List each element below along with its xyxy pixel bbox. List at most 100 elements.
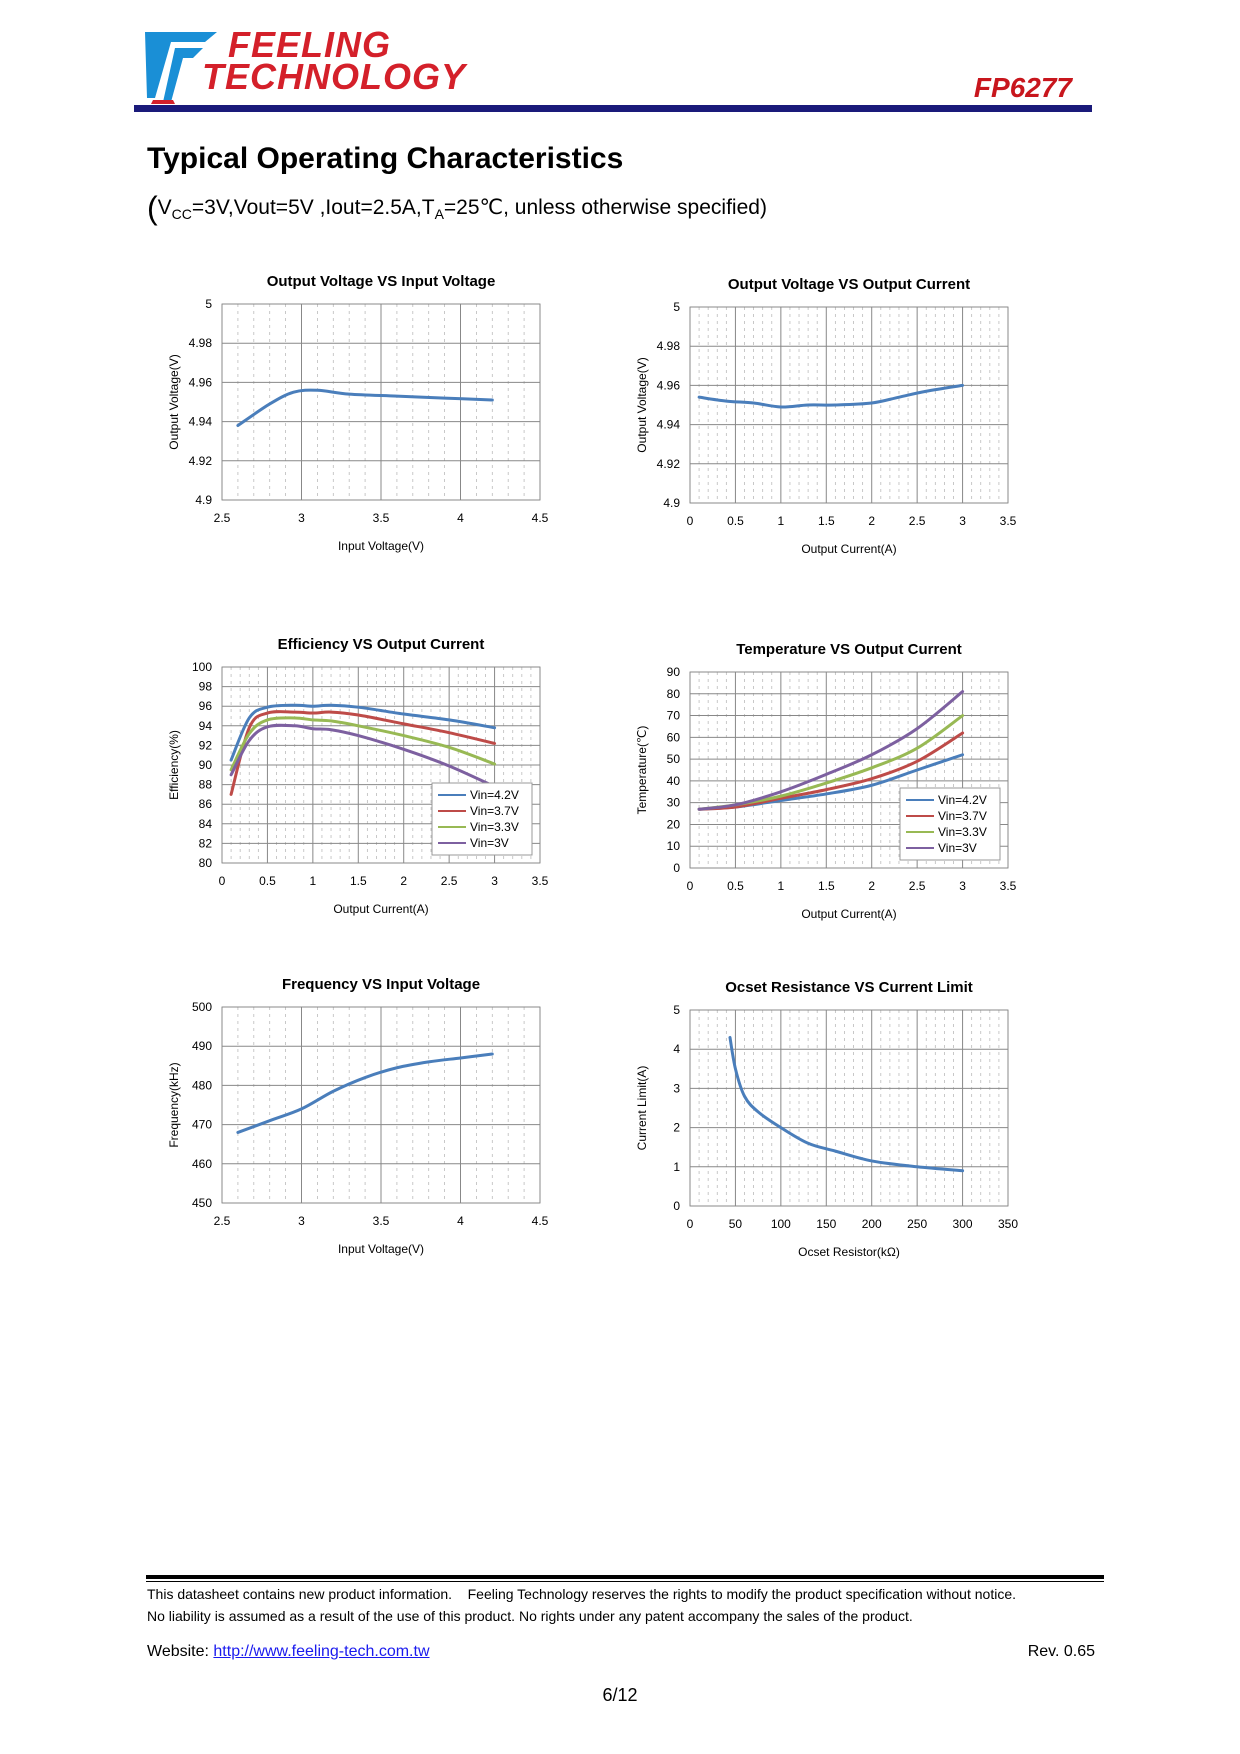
- y-tick-label: 4.92: [189, 454, 213, 468]
- y-axis-label: Frequency(kHz): [167, 1062, 181, 1147]
- y-tick-label: 4.92: [657, 457, 681, 471]
- x-tick-label: 350: [998, 1217, 1018, 1231]
- x-tick-label: 100: [771, 1217, 791, 1231]
- x-tick-label: 1: [778, 514, 785, 528]
- series-line-vin-3-3v: [229, 716, 497, 772]
- logo-text-technology: TECHNOLOGY: [202, 56, 467, 97]
- x-tick-label: 3: [959, 514, 966, 528]
- x-tick-label: 3: [298, 511, 305, 525]
- x-tick-label: 50: [729, 1217, 743, 1231]
- x-tick-label: 2.5: [441, 874, 458, 888]
- x-tick-label: 0.5: [727, 514, 744, 528]
- chart-title: Ocset Resistance VS Current Limit: [725, 979, 973, 996]
- y-tick-label: 470: [192, 1118, 212, 1132]
- chart-output-voltage-vs-output-current: Output Voltage VS Output Current 0 0.5 1 1.5…: [635, 276, 1017, 556]
- x-tick-label: 0: [687, 514, 694, 528]
- y-tick-label: 84: [199, 817, 213, 831]
- y-tick-label: 5: [673, 300, 680, 314]
- y-tick-label: 80: [199, 856, 213, 870]
- website-link[interactable]: http://www.feeling-tech.com.tw: [213, 1643, 430, 1660]
- y-tick-label: 30: [667, 796, 681, 810]
- chart-output-voltage-vs-input-voltage: Output Voltage VS Input Voltage 2.5 3 3.5 4 4…: [167, 273, 549, 553]
- footer-website: Website: http://www.feeling-tech.com.tw: [147, 1643, 430, 1660]
- x-tick-label: 0.5: [727, 879, 744, 893]
- series-line-vin-3v: [697, 690, 965, 811]
- chart-title: Output Voltage VS Output Current: [728, 276, 970, 293]
- series-line-vin-3-7v: [229, 710, 497, 796]
- y-tick-label: 94: [199, 719, 213, 733]
- y-axis-label: Temperature(℃): [635, 726, 649, 815]
- revision-label: Rev. 0.65: [1027, 1643, 1095, 1660]
- x-tick-label: 4: [457, 511, 464, 525]
- x-tick-label: 0.5: [259, 874, 276, 888]
- page-number: 6/12: [602, 1685, 638, 1705]
- header-rule: [134, 105, 1092, 112]
- y-tick-label: 4.94: [657, 418, 681, 432]
- x-axis-label: Input Voltage(V): [338, 539, 424, 553]
- y-tick-label: 80: [667, 687, 681, 701]
- x-axis-label: Input Voltage(V): [338, 1242, 424, 1256]
- y-tick-label: 4.98: [657, 339, 681, 353]
- x-tick-label: 3.5: [373, 511, 390, 525]
- y-tick-label: 480: [192, 1078, 212, 1092]
- logo-text-feeling: FEELING: [228, 24, 392, 65]
- plot-area: [689, 1009, 1009, 1207]
- legend-label: Vin=3V: [470, 836, 509, 850]
- legend-label: Vin=3.3V: [938, 825, 987, 839]
- series-line-vin-3v: [229, 723, 497, 789]
- x-tick-label: 3: [298, 1214, 305, 1228]
- y-tick-label: 450: [192, 1196, 212, 1210]
- x-tick-label: 3.5: [1000, 879, 1017, 893]
- x-tick-label: 1.5: [818, 879, 835, 893]
- x-tick-label: 2.5: [909, 879, 926, 893]
- x-tick-label: 2.5: [214, 511, 231, 525]
- x-tick-label: 1.5: [818, 514, 835, 528]
- x-tick-label: 250: [907, 1217, 927, 1231]
- y-tick-label: 3: [673, 1081, 680, 1095]
- y-tick-label: 4.96: [657, 378, 681, 392]
- test-conditions: (VCC=3V,Vout=5V ,Iout=2.5A,TA=25℃, unles…: [147, 190, 767, 226]
- x-axis-label: Output Current(A): [801, 907, 896, 921]
- x-tick-label: 4.5: [532, 511, 549, 525]
- x-tick-label: 300: [953, 1217, 973, 1231]
- y-tick-label: 500: [192, 1000, 212, 1014]
- x-tick-label: 2.5: [909, 514, 926, 528]
- x-tick-label: 3: [959, 879, 966, 893]
- footer-notice-line2: No liability is assumed as a result of t…: [147, 1608, 913, 1624]
- x-axis-label: Output Current(A): [333, 902, 428, 916]
- chart-title: Efficiency VS Output Current: [278, 636, 485, 653]
- x-tick-label: 3.5: [1000, 514, 1017, 528]
- y-tick-label: 20: [667, 817, 681, 831]
- y-tick-label: 4.98: [189, 336, 213, 350]
- y-tick-label: 100: [192, 660, 212, 674]
- footer-rule: [146, 1575, 1104, 1579]
- series-line-vout: [697, 383, 965, 409]
- legend-label: Vin=3.3V: [470, 820, 519, 834]
- y-tick-label: 40: [667, 774, 681, 788]
- series-line-vin-4-2v: [229, 703, 497, 762]
- y-tick-label: 4: [673, 1042, 680, 1056]
- y-axis-label: Output Voltage(V): [167, 354, 181, 449]
- series-line-frequency: [236, 1052, 494, 1134]
- chart-frequency-vs-input-voltage: Frequency VS Input Voltage 2.5 3 3.5 4 4.5 450…: [167, 976, 549, 1256]
- y-tick-label: 4.96: [189, 375, 213, 389]
- y-tick-label: 82: [199, 836, 213, 850]
- y-tick-label: 4.94: [189, 415, 213, 429]
- y-tick-label: 88: [199, 778, 213, 792]
- x-tick-label: 3: [491, 874, 498, 888]
- x-tick-label: 1.5: [350, 874, 367, 888]
- y-tick-label: 92: [199, 738, 213, 752]
- x-tick-label: 3.5: [532, 874, 549, 888]
- chart-temperature-vs-output-current: Temperature VS Output Current 0 0.5 1 1.5 2 2.…: [635, 641, 1017, 921]
- y-tick-label: 50: [667, 752, 681, 766]
- y-tick-label: 1: [673, 1160, 680, 1174]
- footer-rule-thin: [146, 1581, 1104, 1582]
- legend-label: Vin=3.7V: [470, 804, 519, 818]
- y-tick-label: 5: [673, 1003, 680, 1017]
- footer-notice-line1: This datasheet contains new product info…: [147, 1586, 1016, 1602]
- y-axis-label: Efficiency(%): [167, 730, 181, 800]
- legend-label: Vin=3V: [938, 841, 977, 855]
- y-tick-label: 86: [199, 797, 213, 811]
- y-tick-label: 5: [205, 297, 212, 311]
